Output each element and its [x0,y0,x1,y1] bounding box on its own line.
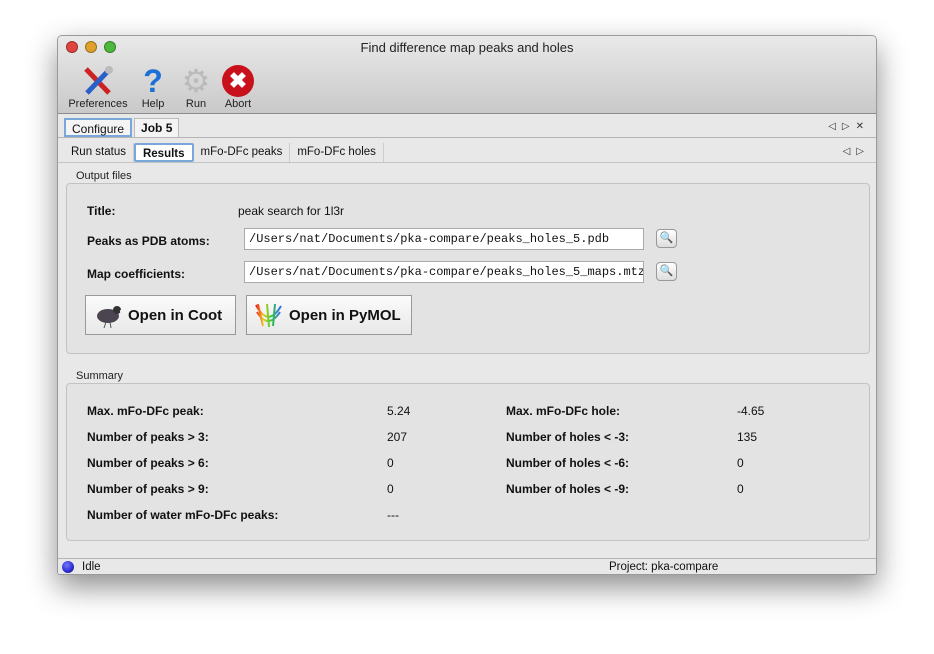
map-label: Map coefficients: [87,267,186,281]
run-button[interactable]: ⚙ Run [181,63,211,110]
tab-scroll-controls[interactable]: ◁▷✕ [828,121,870,132]
close-window-button[interactable] [66,41,78,53]
summary-label-left: Max. mFo-DFc peak: [87,404,204,418]
map-path-field[interactable]: /Users/nat/Documents/pka-compare/peaks_h… [244,261,644,283]
tab-job-5[interactable]: Job 5 [134,118,180,137]
summary-label-right: Number of holes < -3: [506,430,630,444]
minimize-window-button[interactable] [85,41,97,53]
tab-configure[interactable]: Configure [64,118,133,137]
output-files-label: Output files [76,170,132,182]
status-indicator-icon [62,561,74,573]
preferences-icon [66,64,130,98]
summary-label-left: Number of peaks > 3: [87,430,209,444]
open-in-coot-button[interactable]: Open in Coot [85,295,236,335]
subtab-scroll-controls[interactable]: ◁▷ [842,146,870,157]
summary-value-left: 207 [387,430,408,444]
pymol-icon [255,303,282,328]
output-files-group: Title: peak search for 1l3r Peaks as PDB… [66,183,870,354]
title-label: Title: [87,204,116,218]
summary-label-left: Number of peaks > 6: [87,456,209,470]
abort-icon: ✖ [220,64,256,98]
subtab-peaks[interactable]: mFo-DFc peaks [194,143,291,162]
summary-label: Summary [76,370,124,382]
subtab-holes[interactable]: mFo-DFc holes [290,143,384,162]
summary-label-right: Number of holes < -6: [506,456,630,470]
summary-group: Max. mFo-DFc peak: 5.24 Number of peaks … [66,383,870,541]
summary-value-left: --- [387,508,399,522]
abort-button[interactable]: ✖ Abort [220,64,256,110]
summary-value-right: 135 [737,430,758,444]
status-bar: Idle Project: pka-compare [58,558,876,574]
browse-pdb-search-icon[interactable]: 🔍 [656,229,677,248]
help-icon: ? [143,62,163,99]
coot-bird-icon [97,306,122,328]
gear-icon: ⚙ [181,63,211,99]
preferences-button[interactable]: Preferences [66,64,130,110]
pdb-path-field[interactable]: /Users/nat/Documents/pka-compare/peaks_h… [244,228,644,250]
project-name: Project: pka-compare [609,561,719,573]
summary-value-left: 5.24 [387,404,411,418]
summary-value-left: 0 [387,456,394,470]
window-title: Find difference map peaks and holes [360,40,574,55]
summary-label-right: Max. mFo-DFc hole: [506,404,621,418]
browse-map-search-icon[interactable]: 🔍 [656,262,677,281]
status-text: Idle [82,561,101,573]
pdb-label: Peaks as PDB atoms: [87,234,210,248]
summary-value-left: 0 [387,482,394,496]
help-button[interactable]: ? Help [138,62,168,111]
app-window: Find difference map peaks and holes Pref… [57,35,877,575]
title-toolbar: Find difference map peaks and holes Pref… [58,36,876,114]
subtab-run-status[interactable]: Run status [64,143,134,162]
subtab-results[interactable]: Results [133,143,194,162]
summary-label-left: Number of peaks > 9: [87,482,209,496]
title-value: peak search for 1l3r [238,204,345,218]
summary-label-left: Number of water mFo-DFc peaks: [87,508,279,522]
summary-label-right: Number of holes < -9: [506,482,630,496]
summary-value-right: -4.65 [737,404,765,418]
zoom-window-button[interactable] [104,41,116,53]
summary-value-right: 0 [737,482,744,496]
open-in-pymol-button[interactable]: Open in PyMOL [246,295,412,335]
summary-value-right: 0 [737,456,744,470]
